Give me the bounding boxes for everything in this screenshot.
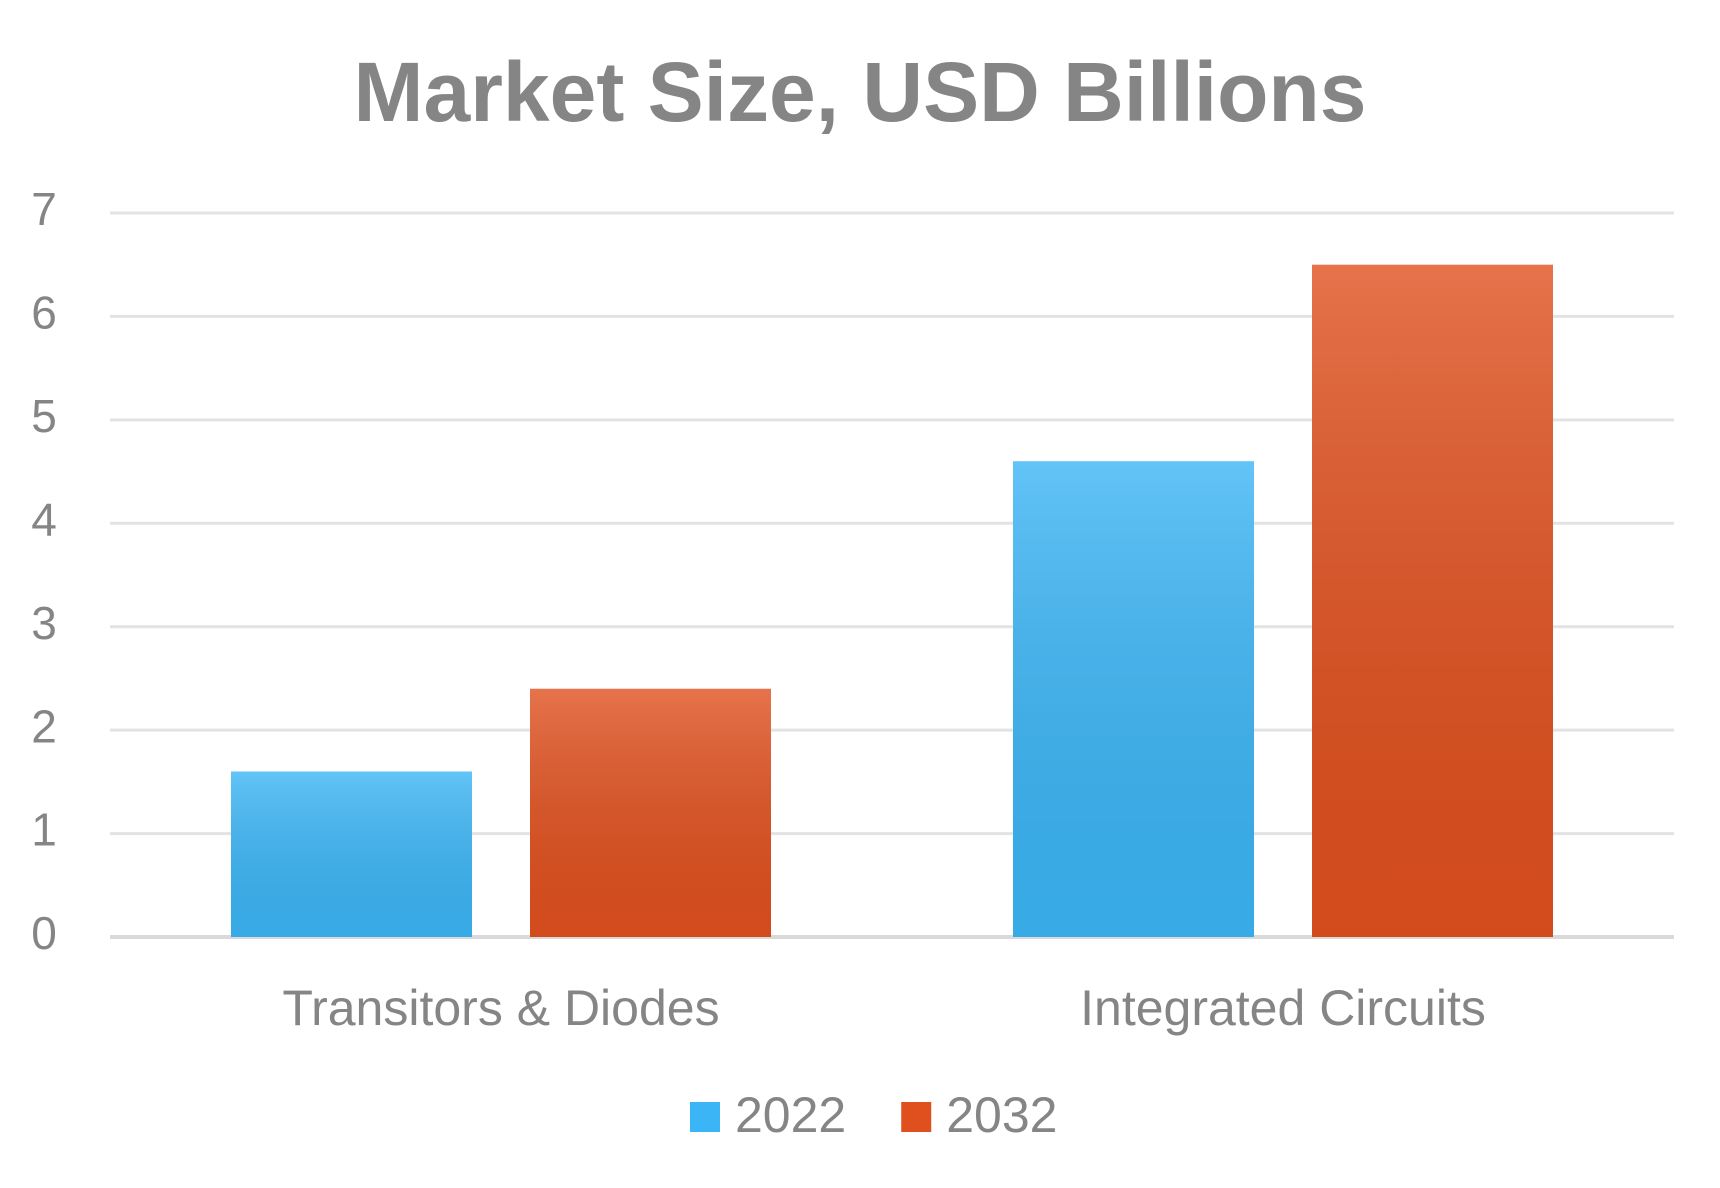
y-tick-label: 5 xyxy=(31,390,57,442)
bar xyxy=(1013,461,1254,937)
x-tick-label: Integrated Circuits xyxy=(1080,980,1486,1036)
legend-swatch xyxy=(901,1102,932,1132)
y-tick-label: 0 xyxy=(31,907,57,959)
y-tick-label: 7 xyxy=(31,183,57,235)
legend-label: 2022 xyxy=(735,1087,846,1143)
y-tick-label: 1 xyxy=(31,804,57,856)
y-tick-label: 3 xyxy=(31,597,57,649)
legend-label: 2032 xyxy=(946,1087,1057,1143)
bar xyxy=(1312,264,1553,937)
y-tick-label: 4 xyxy=(31,493,57,545)
y-tick-label: 6 xyxy=(31,287,57,339)
y-tick-label: 2 xyxy=(31,700,57,752)
legend-swatch xyxy=(690,1102,720,1132)
x-tick-label: Transitors & Diodes xyxy=(282,980,719,1036)
chart-title: Market Size, USD Billions xyxy=(354,45,1367,139)
bar xyxy=(530,688,771,937)
bar xyxy=(231,771,472,937)
